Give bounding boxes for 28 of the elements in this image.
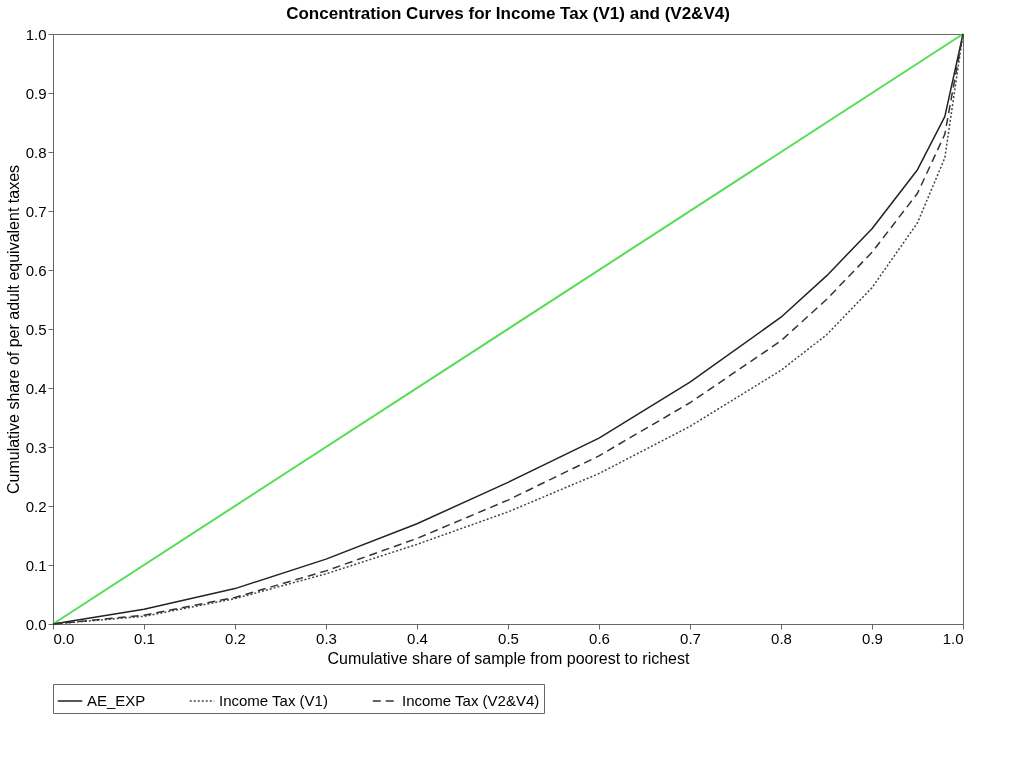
y-tick-label: 0.5 (25, 320, 47, 338)
y-tick-label: 0.9 (25, 84, 47, 102)
y-tick-label: 0.2 (25, 497, 47, 515)
x-tick-label: 0.4 (407, 629, 428, 647)
x-tick-label: 0.6 (589, 629, 610, 647)
x-tick-label: 0.9 (862, 629, 883, 647)
y-tick-label: 0.0 (25, 615, 47, 633)
legend-label: Income Tax (V2&V4) (402, 692, 540, 709)
x-tick-label: 0.1 (134, 629, 155, 647)
x-tick-label: 0.3 (316, 629, 337, 647)
y-tick-label: 1.0 (25, 25, 47, 43)
x-tick-label: 0.5 (498, 629, 519, 647)
y-tick-label: 0.8 (25, 143, 47, 161)
y-tick-label: 0.7 (25, 202, 47, 220)
y-tick-label: 0.6 (25, 261, 47, 279)
y-tick-label: 0.3 (25, 438, 47, 456)
x-tick-label: 0.7 (680, 629, 701, 647)
x-tick-label: 1.0 (942, 629, 964, 647)
y-axis-title: Cumulative share of per adult equivalent taxes (4, 164, 22, 495)
x-tick-label: 0.2 (225, 629, 246, 647)
legend-label: AE_EXP (87, 692, 146, 709)
legend-label: Income Tax (V1) (219, 692, 328, 709)
x-tick-label: 0.0 (53, 629, 75, 647)
x-axis-title: Cumulative share of sample from poorest to richest (327, 649, 691, 667)
y-tick-label: 0.4 (25, 379, 47, 397)
y-tick-label: 0.1 (25, 556, 47, 574)
chart-title: Concentration Curves for Income Tax (V1) and (V2&V4) (286, 4, 730, 23)
x-tick-label: 0.8 (771, 629, 792, 647)
